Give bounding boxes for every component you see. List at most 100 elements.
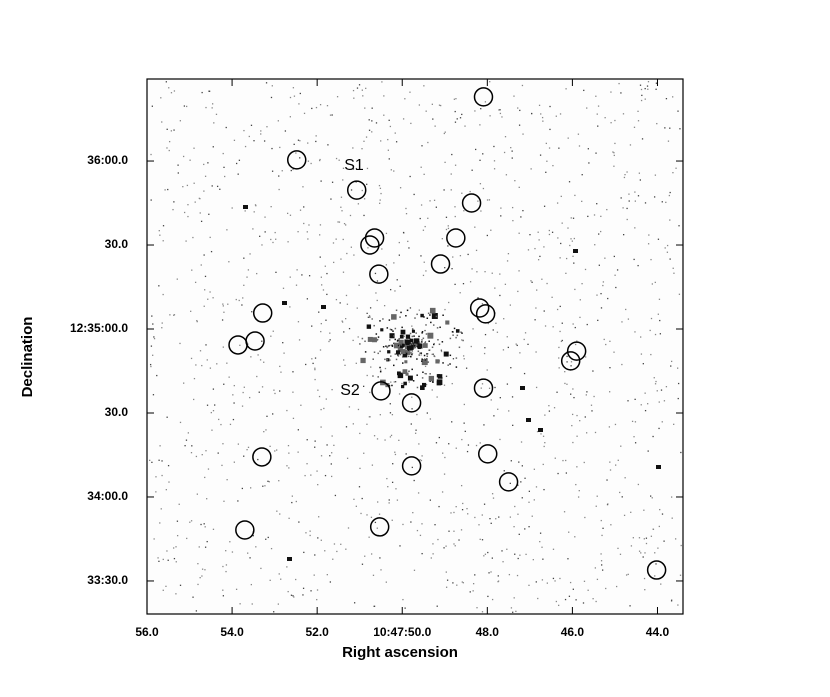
noise-dot: [287, 241, 289, 243]
noise-dot: [593, 395, 595, 398]
noise-dot: [677, 604, 679, 606]
noise-dot: [621, 321, 623, 323]
noise-dot: [150, 199, 152, 201]
noise-dot: [366, 183, 368, 185]
noise-dot: [423, 173, 425, 175]
noise-dot: [272, 330, 274, 332]
noise-dot: [331, 181, 334, 183]
cluster-emission: [411, 329, 415, 333]
noise-dot: [170, 130, 173, 132]
noise-dot: [572, 217, 575, 219]
noise-dot: [164, 189, 166, 191]
noise-dot: [633, 126, 636, 128]
noise-dot: [487, 595, 489, 598]
noise-dot: [221, 464, 223, 467]
cluster-emission: [458, 346, 461, 349]
noise-dot: [178, 503, 180, 505]
noise-dot: [448, 301, 450, 304]
noise-dot: [640, 336, 642, 338]
noise-dot: [352, 147, 354, 149]
noise-dot: [600, 292, 602, 295]
noise-dot: [159, 445, 161, 447]
noise-dot: [420, 459, 423, 462]
noise-dot: [265, 538, 267, 540]
noise-dot: [481, 514, 483, 516]
noise-dot: [182, 186, 184, 188]
noise-dot: [157, 557, 159, 559]
noise-dot: [444, 267, 446, 269]
noise-dot: [626, 171, 628, 173]
noise-dot: [453, 530, 455, 532]
noise-dot: [195, 364, 197, 366]
noise-dot: [189, 521, 191, 523]
noise-dot: [441, 491, 444, 493]
noise-dot: [337, 221, 339, 223]
noise-dot: [633, 258, 635, 261]
noise-dot: [429, 418, 432, 420]
noise-dot: [569, 244, 571, 247]
cluster-emission: [452, 334, 454, 336]
noise-dot: [479, 538, 481, 540]
noise-dot: [491, 557, 493, 559]
noise-dot: [461, 581, 463, 583]
noise-dot: [292, 595, 294, 597]
noise-dot: [235, 162, 238, 165]
noise-dot: [460, 484, 463, 487]
noise-dot: [260, 133, 262, 135]
noise-dot: [222, 595, 225, 597]
source-circle: [369, 517, 390, 537]
noise-dot: [429, 499, 431, 501]
noise-dot: [559, 113, 562, 115]
noise-dot: [235, 588, 238, 590]
noise-dot: [525, 553, 527, 556]
noise-dot: [628, 193, 630, 195]
cluster-emission: [455, 357, 458, 359]
noise-dot: [571, 240, 573, 242]
noise-dot: [381, 81, 383, 83]
source-circle: [646, 560, 667, 580]
noise-dot: [672, 267, 674, 269]
noise-dot: [519, 109, 521, 112]
source-circle: [364, 228, 385, 248]
noise-dot: [668, 194, 671, 197]
noise-dot: [379, 557, 381, 559]
noise-dot: [299, 209, 302, 211]
noise-dot: [497, 408, 499, 410]
noise-dot: [369, 307, 372, 309]
noise-dot: [561, 222, 563, 224]
noise-dot: [524, 528, 526, 530]
noise-dot: [620, 445, 622, 447]
noise-dot: [196, 320, 198, 323]
noise-dot: [649, 329, 651, 332]
cluster-emission: [443, 351, 449, 357]
noise-dot: [486, 369, 488, 371]
noise-dot: [409, 91, 411, 93]
noise-dot: [206, 404, 209, 406]
noise-dot: [429, 200, 431, 202]
noise-dot: [561, 339, 563, 342]
cluster-emission: [411, 328, 414, 330]
noise-dot: [625, 308, 627, 311]
noise-dot: [677, 110, 679, 112]
cluster-emission: [379, 320, 381, 322]
noise-dot: [299, 140, 301, 142]
noise-dot: [431, 353, 433, 356]
noise-dot: [488, 387, 491, 389]
noise-dot: [225, 570, 227, 573]
cluster-emission: [421, 358, 423, 360]
cluster-emission: [406, 309, 409, 312]
noise-dot: [311, 107, 313, 110]
noise-dot: [578, 490, 580, 492]
noise-dot: [361, 497, 363, 500]
cluster-emission: [425, 324, 427, 326]
noise-dot: [442, 452, 444, 454]
noise-dot: [597, 319, 599, 322]
noise-dot: [319, 234, 321, 236]
noise-dot: [247, 269, 250, 271]
noise-dot: [306, 463, 308, 465]
noise-dot: [602, 527, 604, 529]
noise-dot: [617, 459, 619, 461]
noise-dot: [289, 306, 291, 308]
noise-dot: [187, 432, 190, 434]
noise-dot: [603, 338, 605, 341]
